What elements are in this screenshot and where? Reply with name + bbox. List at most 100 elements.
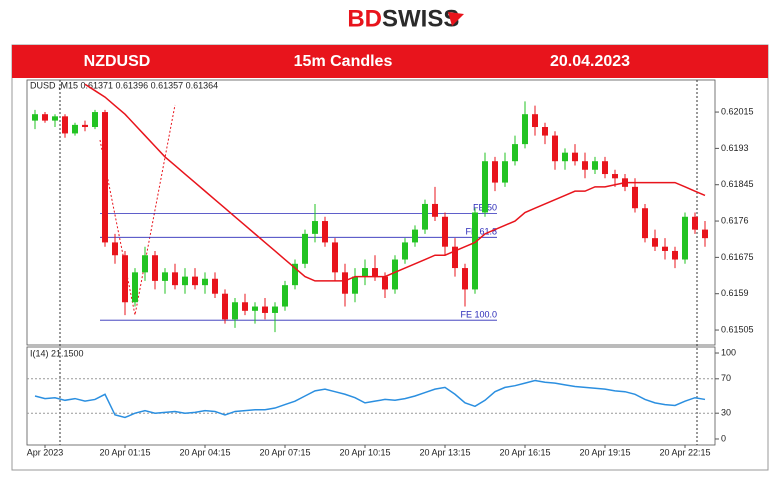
candle-body: [362, 268, 368, 277]
candle-body: [572, 152, 578, 162]
candle-body: [212, 278, 218, 294]
candle-body: [422, 203, 428, 230]
date: 20.04.2023: [550, 53, 630, 70]
candle-body: [32, 114, 38, 121]
timeframe: 15m Candles: [294, 53, 393, 70]
y-tick-label: 70: [721, 373, 731, 383]
candle-body: [42, 114, 48, 121]
fibo-level-label: FE 61.8: [465, 227, 497, 237]
candle-body: [152, 255, 158, 281]
candle-body: [602, 161, 608, 175]
candle-body: [322, 221, 328, 243]
candle-body: [142, 255, 148, 273]
candle-body: [472, 212, 478, 290]
candle-body: [672, 250, 678, 260]
x-tick-label: 20 Apr 07:15: [259, 447, 310, 457]
candle-body: [492, 161, 498, 183]
indicator-panel: [26, 346, 716, 446]
candle-body: [332, 242, 338, 273]
candle-body: [542, 127, 548, 136]
candle-body: [632, 186, 638, 209]
candle-body: [262, 306, 268, 313]
y-tick-label: 0.6159: [721, 288, 749, 298]
y-tick-label: 0: [721, 433, 726, 443]
candle-body: [612, 174, 618, 179]
candle-body: [392, 259, 398, 290]
candle-body: [182, 276, 188, 286]
x-tick-label: 20 Apr 19:15: [579, 447, 630, 457]
candle-body: [342, 272, 348, 294]
candle-body: [432, 203, 438, 217]
candle-body: [192, 276, 198, 286]
moving-average: [84, 83, 706, 282]
candle-body: [592, 161, 598, 170]
y-tick-label: 30: [721, 408, 731, 418]
fibo-level-label: FE 100.0: [460, 310, 497, 320]
indicator-line: [34, 379, 706, 419]
candle-body: [532, 114, 538, 128]
candle-body: [682, 216, 688, 260]
logo-bd: BD: [347, 5, 382, 32]
candle-body: [412, 229, 418, 243]
candle-body: [442, 216, 448, 247]
x-tick-label: 20 Apr 22:15: [659, 447, 710, 457]
fibo-zigzag: [99, 104, 176, 316]
y-tick-label: 100: [721, 347, 736, 357]
x-tick-label: 20 Apr 04:15: [179, 447, 230, 457]
candle-body: [462, 268, 468, 290]
candle-body: [252, 306, 258, 311]
candle-body: [52, 116, 58, 121]
candle-body: [502, 161, 508, 183]
candle-body: [512, 144, 518, 162]
price-panel: [26, 79, 716, 346]
candle-body: [402, 242, 408, 260]
candle-body: [232, 302, 238, 320]
candle-body: [272, 306, 278, 313]
candle-body: [102, 112, 108, 243]
candle-body: [202, 278, 208, 286]
x-tick-label: 20 Apr 01:15: [99, 447, 150, 457]
candle-body: [662, 246, 668, 251]
candle-body: [72, 124, 78, 134]
candle-body: [242, 302, 248, 311]
info-text: DUSD ,M15 0.61371 0.61396 0.61357 0.6136…: [30, 80, 218, 90]
candle-body: [482, 161, 488, 213]
candle-body: [562, 152, 568, 162]
y-tick-label: 0.62015: [721, 106, 754, 116]
x-tick-label: Apr 2023: [27, 447, 64, 457]
candle-body: [702, 229, 708, 239]
x-tick-label: 20 Apr 13:15: [419, 447, 470, 457]
candle-body: [692, 216, 698, 230]
y-tick-label: 0.61505: [721, 324, 754, 334]
candle-body: [82, 124, 88, 128]
candle-body: [452, 246, 458, 269]
y-tick-label: 0.6176: [721, 215, 749, 225]
candle-body: [282, 285, 288, 307]
symbol: NZDUSD: [84, 53, 151, 70]
candle-body: [292, 263, 298, 286]
candle-body: [62, 116, 68, 134]
y-tick-label: 0.61845: [721, 179, 754, 189]
candle-body: [132, 272, 138, 303]
candle-body: [352, 276, 358, 294]
candle-body: [522, 114, 528, 145]
candle-body: [382, 276, 388, 290]
x-tick-label: 20 Apr 16:15: [499, 447, 550, 457]
x-tick-label: 20 Apr 10:15: [339, 447, 390, 457]
candle-body: [92, 112, 98, 128]
candle-body: [652, 238, 658, 247]
logo-mark: [448, 12, 464, 26]
indicator-label: I(14) 21.1500: [30, 348, 84, 358]
candle-body: [312, 221, 318, 234]
y-tick-label: 0.6193: [721, 143, 749, 153]
candle-body: [582, 161, 588, 170]
logo-swiss: SWISS: [382, 5, 459, 32]
candle-body: [122, 255, 128, 303]
candle-body: [162, 272, 168, 281]
y-tick-label: 0.61675: [721, 252, 754, 262]
candle-body: [552, 135, 558, 162]
candle-body: [302, 233, 308, 264]
candle-body: [172, 272, 178, 286]
title-bar: [12, 45, 768, 78]
